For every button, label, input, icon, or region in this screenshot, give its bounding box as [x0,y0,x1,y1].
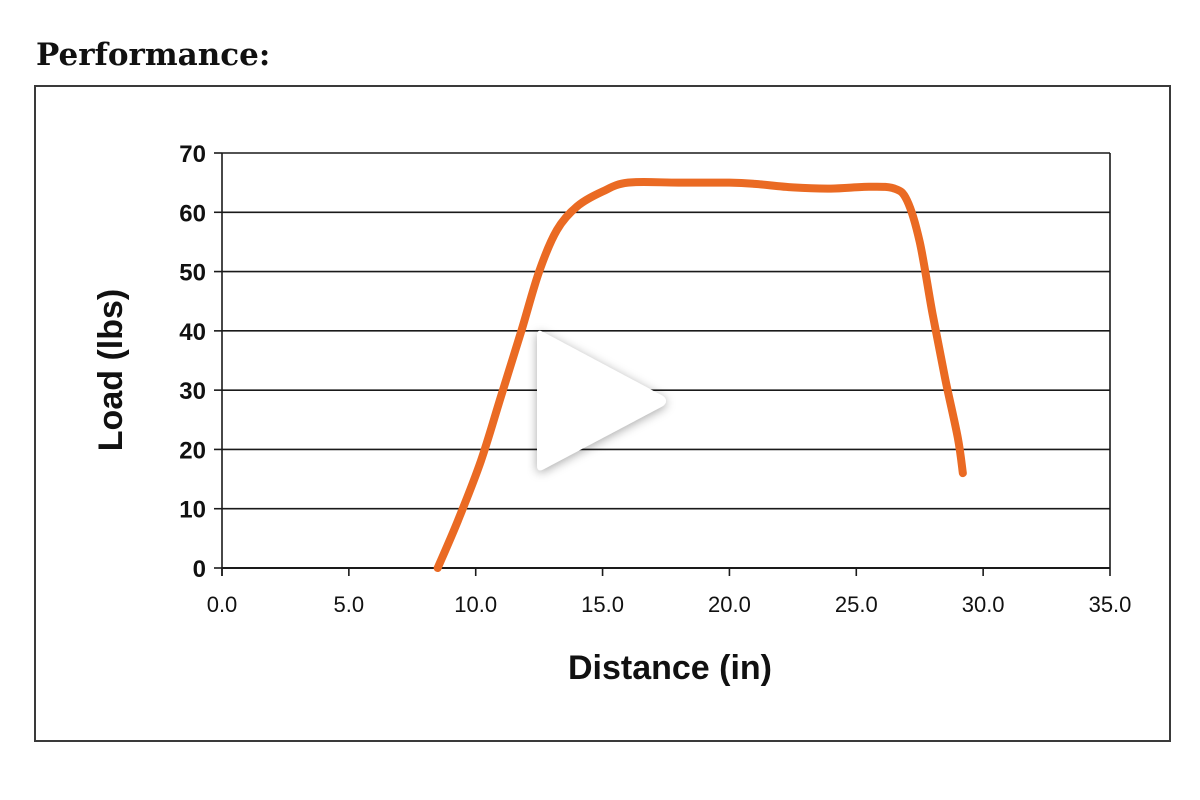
x-tick-label: 5.0 [334,592,365,617]
x-tick-label: 25.0 [835,592,878,617]
y-tick-label: 30 [179,378,206,405]
page-heading: Performance: [36,37,271,73]
y-tick-labels: 0 10 20 30 40 50 60 70 [179,141,206,583]
axes [214,152,1111,576]
x-tick-label: 10.0 [454,592,497,617]
y-tick-label: 10 [179,497,206,524]
x-tick-label: 20.0 [708,592,751,617]
x-tick-label: 0.0 [207,592,238,617]
x-tick-label: 15.0 [581,592,624,617]
y-tick-label: 60 [179,200,206,227]
y-tick-label: 20 [179,437,206,464]
x-tick-label: 35.0 [1089,592,1132,617]
y-tick-label: 70 [179,141,206,168]
play-icon [537,330,666,471]
series-line-0 [433,177,967,572]
chart-frame [34,85,1171,742]
series-lines [433,177,967,572]
x-axis-title: Distance (in) [568,649,772,687]
x-tick-labels: 0.0 5.0 10.0 15.0 20.0 25.0 30.0 35.0 [207,592,1132,617]
y-axis-title: Load (lbs) [92,289,130,451]
y-tick-label: 50 [179,260,206,287]
x-tick-label: 30.0 [962,592,1005,617]
y-tick-label: 40 [179,319,206,346]
play-button[interactable] [527,318,677,483]
y-tick-label: 0 [193,556,206,583]
